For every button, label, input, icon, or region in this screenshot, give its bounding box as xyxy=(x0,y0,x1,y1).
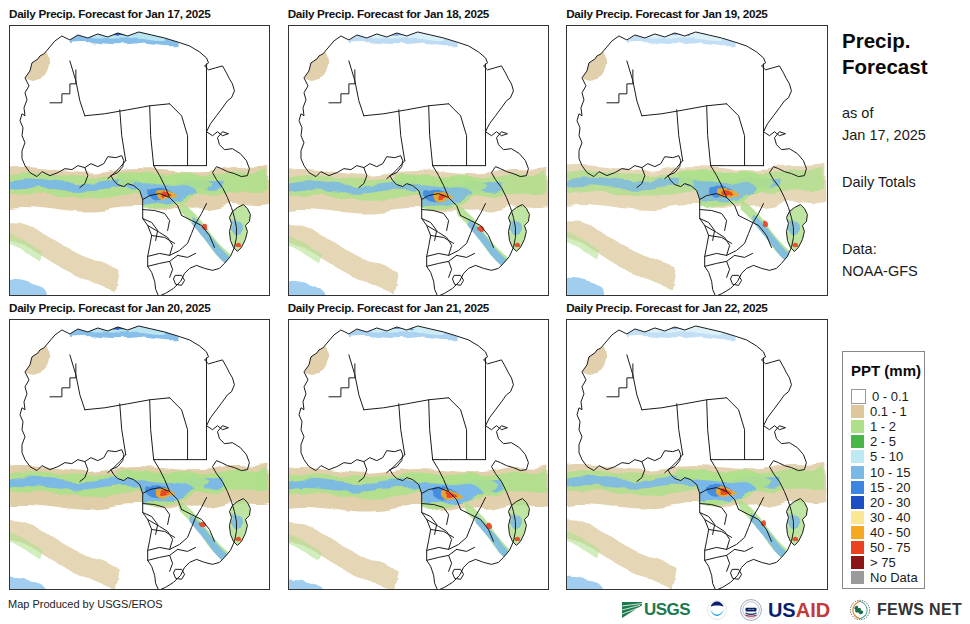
svg-text:USAID: USAID xyxy=(748,608,755,610)
